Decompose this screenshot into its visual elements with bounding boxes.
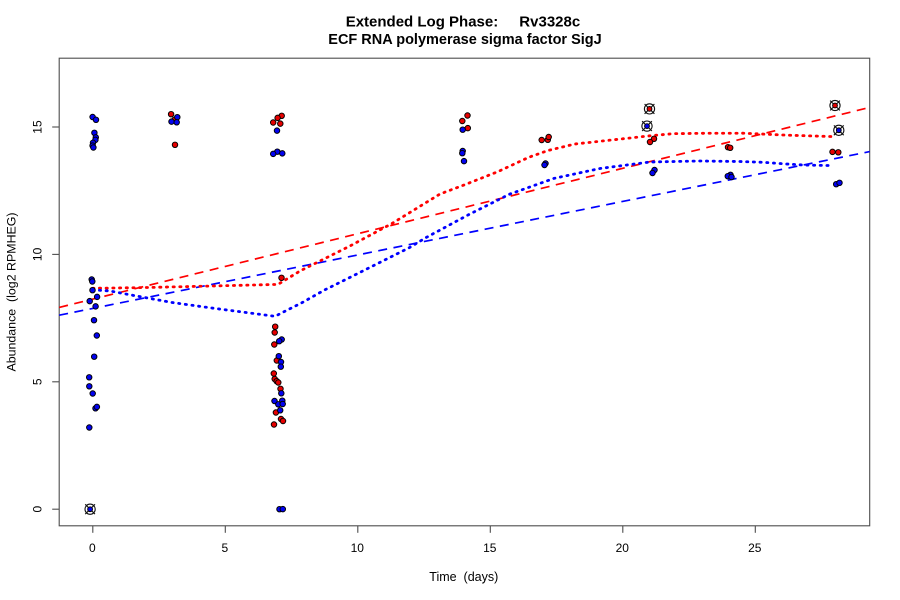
- svg-text:ECF RNA polymerase sigma facto: ECF RNA polymerase sigma factor SigJ: [328, 32, 601, 48]
- svg-text:5: 5: [221, 541, 228, 555]
- svg-text:15: 15: [31, 120, 45, 134]
- svg-text:Time (days): Time (days): [429, 570, 498, 584]
- svg-text:10: 10: [31, 247, 45, 261]
- svg-text:0: 0: [31, 506, 45, 513]
- svg-text:Rv3328c: Rv3328c: [519, 14, 580, 31]
- svg-text:Abundance (log2 RPMHEG): Abundance (log2 RPMHEG): [4, 212, 18, 371]
- svg-text:10: 10: [351, 541, 365, 555]
- svg-text:15: 15: [483, 541, 497, 555]
- svg-text:0: 0: [89, 541, 96, 555]
- svg-text:5: 5: [31, 378, 45, 385]
- svg-text:25: 25: [748, 541, 762, 555]
- svg-text:20: 20: [616, 541, 630, 555]
- svg-text:Extended Log Phase:: Extended Log Phase:: [346, 14, 499, 31]
